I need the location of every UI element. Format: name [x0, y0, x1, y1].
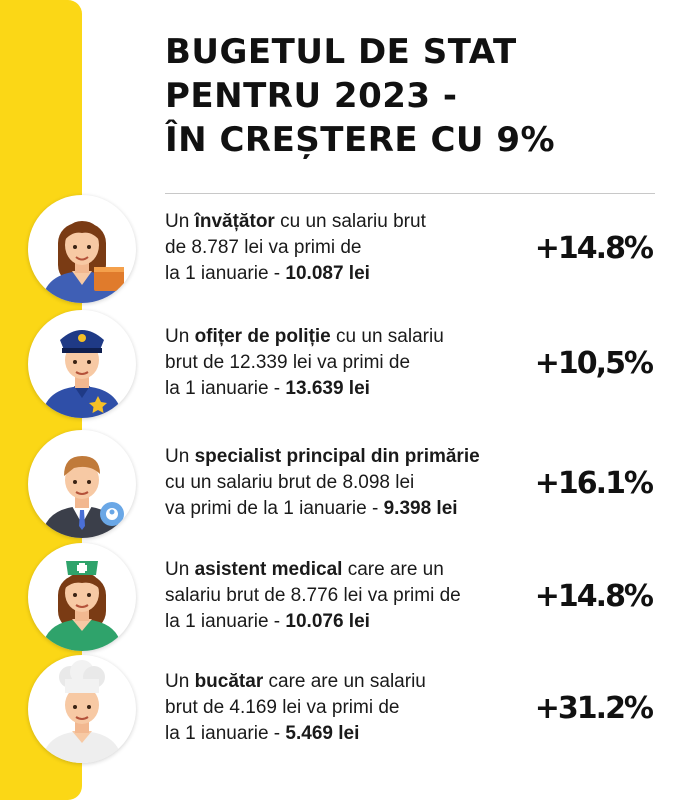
nurse-icon: [28, 543, 136, 651]
role-name: specialist principal din primărie: [194, 446, 480, 467]
increase-percentage: +10,5%: [534, 346, 654, 381]
title-line-1: BUGETUL DE STAT: [165, 32, 517, 72]
increase-percentage: +14.8%: [534, 579, 654, 614]
title-divider: [165, 193, 655, 194]
item-description: Un specialist principal din primărie cu …: [165, 446, 480, 519]
new-salary: 10.076 lei: [285, 611, 370, 632]
item-description: Un asistent medical care are un salariu …: [165, 559, 461, 632]
item-description: Un ofițer de poliție cu un salariu brut …: [165, 326, 444, 399]
new-salary: 9.398 lei: [383, 498, 458, 519]
role-name: ofițer de poliție: [194, 326, 331, 347]
title-line-3: ÎN CREȘTERE CU 9%: [165, 120, 556, 160]
list-item-police-officer: Un ofițer de poliție cu un salariu brut …: [0, 310, 686, 430]
list-item-city-hall-specialist: Un specialist principal din primărie cu …: [0, 430, 686, 550]
item-description: Un învățător cu un salariu brut de 8.787…: [165, 211, 426, 284]
teacher-icon: [28, 195, 136, 303]
list-item-cook: Un bucătar care are un salariu brut de 4…: [0, 655, 686, 775]
city-hall-specialist-icon: [28, 430, 136, 538]
title-line-2: PENTRU 2023 -: [165, 76, 458, 116]
page-title: BUGETUL DE STAT PENTRU 2023 - ÎN CREȘTER…: [165, 30, 665, 162]
list-item-teacher: Un învățător cu un salariu brut de 8.787…: [0, 195, 686, 315]
increase-percentage: +14.8%: [534, 231, 654, 266]
role-name: asistent medical: [194, 559, 343, 580]
increase-percentage: +31.2%: [534, 691, 654, 726]
cook-icon: [28, 655, 136, 763]
increase-percentage: +16.1%: [534, 466, 654, 501]
list-item-nurse: Un asistent medical care are un salariu …: [0, 543, 686, 663]
role-name: bucătar: [194, 671, 264, 692]
police-officer-icon: [28, 310, 136, 418]
new-salary: 10.087 lei: [285, 263, 370, 284]
new-salary: 5.469 lei: [285, 723, 360, 744]
item-description: Un bucătar care are un salariu brut de 4…: [165, 671, 426, 744]
role-name: învățător: [194, 211, 275, 232]
new-salary: 13.639 lei: [285, 378, 370, 399]
